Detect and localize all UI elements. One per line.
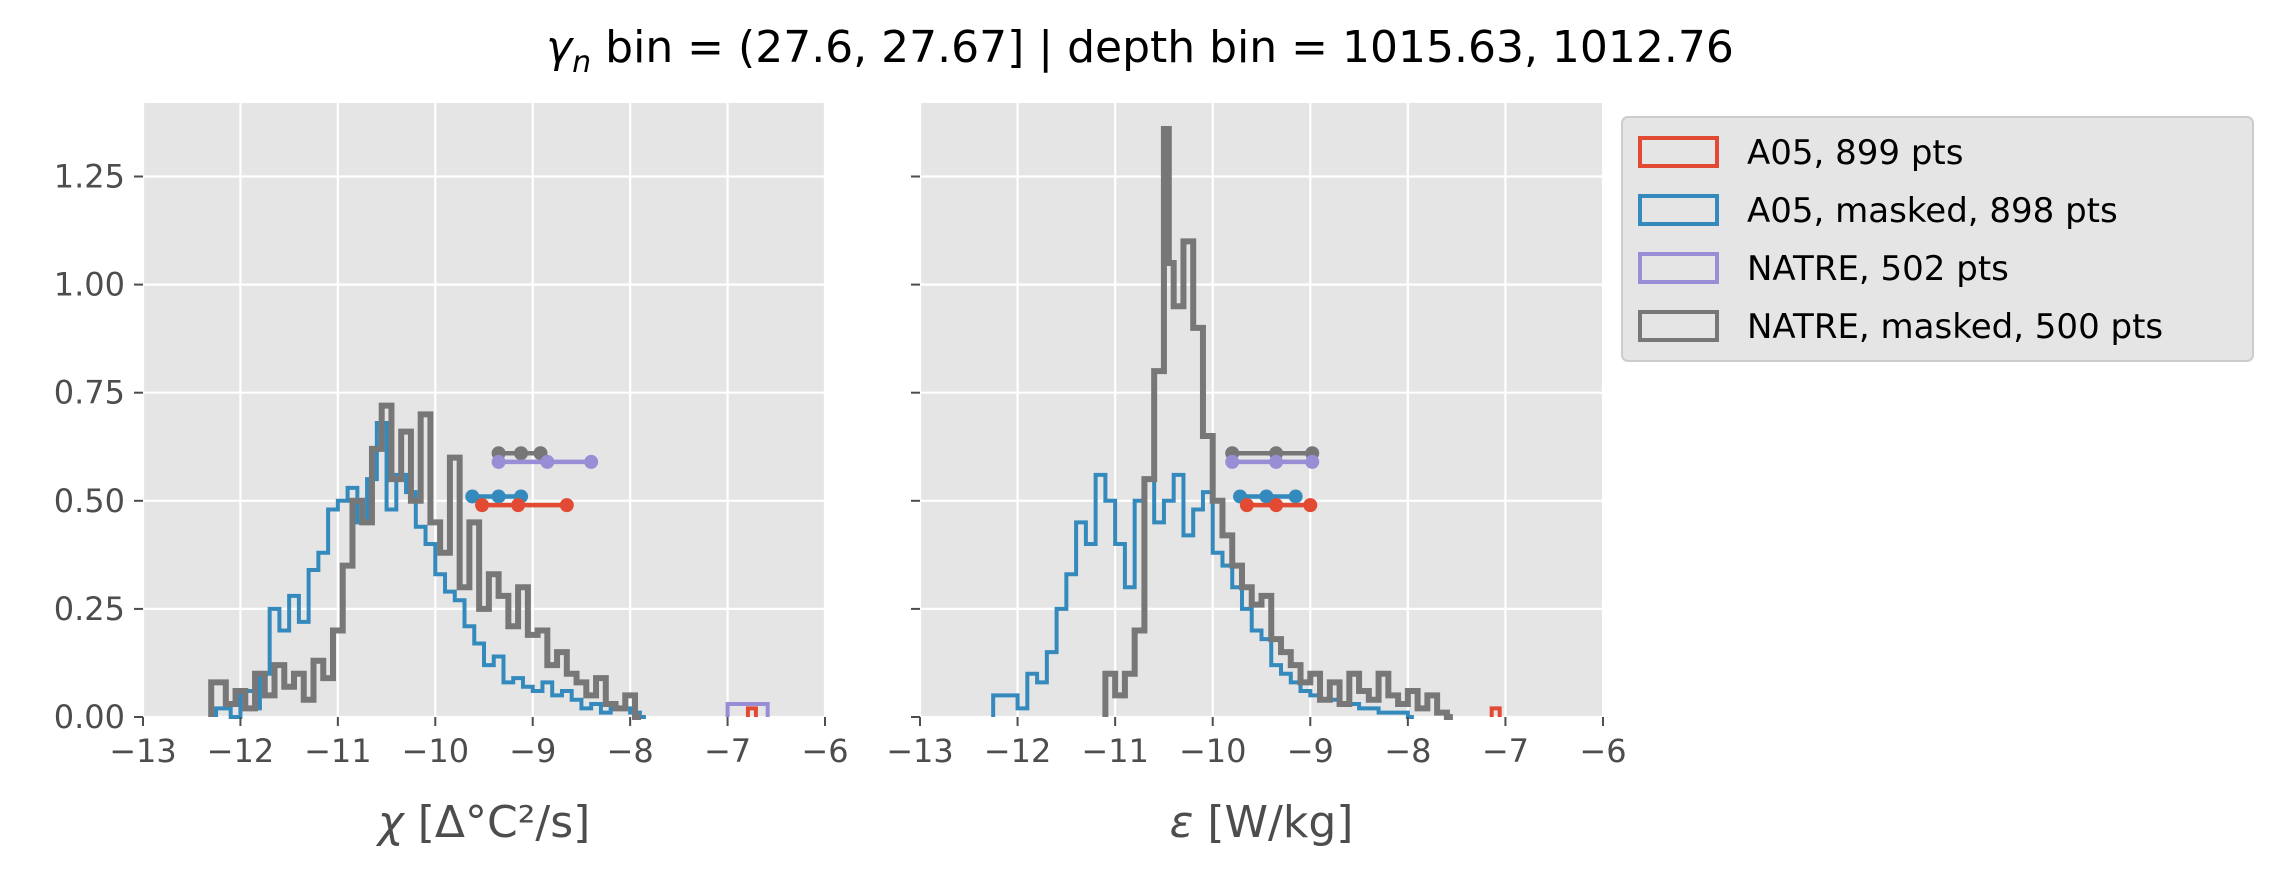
- legend-label: NATRE, 502 pts: [1747, 249, 2009, 289]
- title-rest: bin = (27.6, 27.67] | depth bin = 1015.6…: [591, 22, 1734, 73]
- interval-point: [540, 454, 555, 469]
- legend-swatch: [1638, 310, 1719, 342]
- epsilon-histogram-panel: −13 −12 −11 −10 −9 −8 −7 −6 ε [W/kg]: [886, 103, 1627, 848]
- x-tick-label: −9: [509, 732, 556, 770]
- x-tick-label: −11: [1081, 732, 1149, 770]
- interval-point: [1288, 489, 1303, 504]
- legend-swatch: [1638, 194, 1719, 226]
- histogram-series-2: [1102, 125, 1453, 720]
- interval-point: [491, 489, 506, 504]
- figure-title: γn bin = (27.6, 27.67] | depth bin = 101…: [546, 22, 1734, 80]
- y-tick-label: 0.50: [54, 482, 125, 520]
- interval-point: [1259, 489, 1274, 504]
- interval-point: [584, 454, 599, 469]
- interval-point: [465, 489, 480, 504]
- interval-point: [1269, 498, 1284, 513]
- x-tick-label: −12: [984, 732, 1052, 770]
- legend-swatch: [1638, 136, 1719, 168]
- interval-point: [1303, 498, 1318, 513]
- plot-area-background: [143, 103, 825, 717]
- y-tick-label: 1.25: [54, 158, 125, 196]
- interval-point: [475, 498, 490, 513]
- x-tick-label: −8: [607, 732, 654, 770]
- interval-point: [559, 498, 574, 513]
- title-symbol: γ: [546, 22, 574, 73]
- x-tick-label: −6: [1579, 732, 1626, 770]
- y-tick-label: 0.00: [54, 698, 125, 736]
- x-axis-label: χ [Δ°C²/s]: [376, 797, 591, 848]
- interval-point: [1269, 454, 1284, 469]
- histogram-series-0: [725, 702, 770, 717]
- interval-point: [1305, 454, 1320, 469]
- x-tick-label: −11: [304, 732, 372, 770]
- chi-histogram-panel: −13 −12 −11 −10 −9 −8 −7 −6 0.00 0.25 0.50 0.75 1.00…: [54, 103, 849, 848]
- legend-box: [1621, 116, 2254, 362]
- x-tick-label: −7: [704, 732, 751, 770]
- histogram-series-1: [991, 472, 1414, 719]
- histogram-series-0: [1489, 706, 1502, 717]
- interval-point: [511, 498, 526, 513]
- x-tick-label: −13: [109, 732, 177, 770]
- legend-swatch: [1638, 252, 1719, 284]
- legend-label: A05, 899 pts: [1747, 133, 1963, 173]
- legend-label: NATRE, masked, 500 pts: [1747, 307, 2163, 347]
- x-axis-label: ε [W/kg]: [1170, 797, 1354, 848]
- x-tick-label: −12: [207, 732, 275, 770]
- histogram-series-1: [745, 706, 758, 717]
- x-tick-label: −6: [801, 732, 848, 770]
- x-tick-label: −13: [886, 732, 954, 770]
- x-tick-label: −8: [1384, 732, 1431, 770]
- histogram-series-3: [208, 402, 642, 720]
- interval-point: [514, 446, 529, 461]
- legend-label: A05, masked, 898 pts: [1747, 191, 2118, 231]
- x-tick-label: −10: [402, 732, 470, 770]
- y-tick-label: 0.75: [54, 374, 125, 412]
- y-tick-label: 0.25: [54, 590, 125, 628]
- histogram-series-2: [214, 420, 646, 719]
- x-tick-label: −9: [1287, 732, 1334, 770]
- interval-point: [1239, 498, 1254, 513]
- interval-point: [1225, 454, 1240, 469]
- legend: A05, 899 pts A05, masked, 898 pts NATRE, 5…: [1621, 116, 2254, 362]
- interval-point: [491, 454, 506, 469]
- y-tick-label: 1.00: [54, 266, 125, 304]
- plot-area-background: [920, 103, 1603, 717]
- x-tick-label: −7: [1482, 732, 1529, 770]
- title-subscript: n: [572, 45, 591, 80]
- x-tick-label: −10: [1179, 732, 1247, 770]
